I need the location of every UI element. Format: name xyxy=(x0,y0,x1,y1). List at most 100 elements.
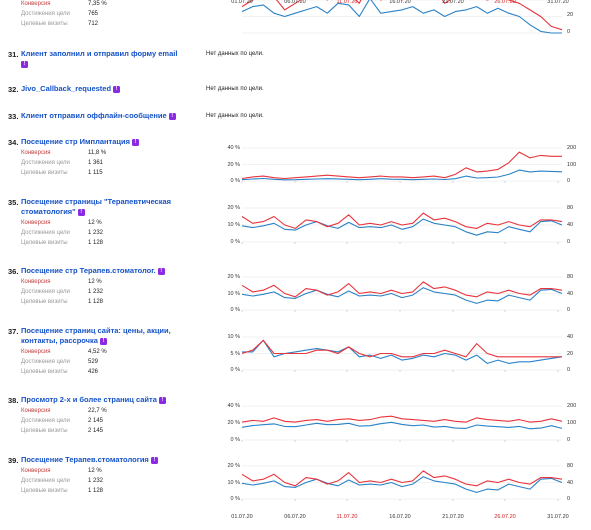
x-axis-tick-bottom: 21.07.20 xyxy=(442,514,464,520)
right-axis-tick: 100 xyxy=(567,420,577,426)
left-axis-tick: 20 % xyxy=(227,205,240,211)
goal-number: 37. xyxy=(8,327,19,336)
goal-title-link[interactable]: Посещение страницы "Терапевтическая стома… xyxy=(21,197,171,217)
conversion-series-line xyxy=(241,470,563,487)
x-axis-tick-bottom: 16.07.20 xyxy=(389,514,411,520)
metric-value-visits: 426 xyxy=(88,369,99,375)
metric-value-visits: 1 128 xyxy=(88,240,104,246)
metric-value-conversion: 12 % xyxy=(88,220,102,226)
metric-value-conversion: 12 % xyxy=(88,468,102,474)
right-axis-tick: 0 xyxy=(567,496,571,502)
conversion-series-line xyxy=(241,339,562,358)
left-axis-tick: 0 % xyxy=(230,239,240,245)
left-axis-tick: 40 % xyxy=(227,403,240,409)
goal-title-line: Посещение стр Терапев.стоматолог. xyxy=(21,266,156,275)
left-axis-tick: 0 % xyxy=(230,367,240,373)
right-axis-tick: 80 xyxy=(567,205,574,211)
left-axis-tick: 20 % xyxy=(227,420,240,426)
x-axis-tick-bottom: 31.07.20 xyxy=(547,514,569,520)
metric-value-visits: 1 128 xyxy=(88,488,104,494)
x-axis-tick-top: 16.07.20 xyxy=(389,0,411,5)
right-axis-tick: 20 xyxy=(567,12,574,18)
x-axis-tick-top: 11.07.20 xyxy=(336,0,358,5)
right-axis-tick: 0 xyxy=(567,437,571,443)
goal-title-line: Просмотр 2-х и более страниц сайта xyxy=(21,395,157,404)
right-axis-tick: 0 xyxy=(567,178,571,184)
visits-series-line xyxy=(241,287,563,304)
goal-title-link[interactable]: Jivo_Callback_requested ǃ xyxy=(21,84,121,94)
right-axis-tick: 0 xyxy=(567,307,571,313)
goal-type-icon: ǃ xyxy=(77,208,85,216)
conversion-series-line xyxy=(241,151,562,180)
right-axis-tick: 40 xyxy=(567,290,574,297)
goal-number: 35. xyxy=(8,198,19,207)
metric-value-reached: 1 361 xyxy=(88,160,104,166)
metric-label-visits: Целевые визиты xyxy=(21,299,68,305)
metric-value-conversion: 7,35 % xyxy=(88,1,107,7)
metric-label-visits: Целевые визиты xyxy=(21,170,68,176)
x-axis-tick-bottom: 06.07.20 xyxy=(284,514,306,520)
left-axis-tick: 20 % xyxy=(227,274,240,280)
goal-type-icon: ǃ xyxy=(113,85,121,93)
goal-title-link[interactable]: Клиент заполнил и отправил форму email ǃ xyxy=(21,49,177,69)
metric-label-visits: Целевые визиты xyxy=(21,428,68,434)
goal-type-icon: ǃ xyxy=(132,138,139,146)
goal-number: 32. xyxy=(8,85,19,94)
goal-title-line: Клиент отправил оффлайн-сообщение xyxy=(21,111,167,120)
goal-title-link[interactable]: Посещение страниц сайта: цены, акции, кон… xyxy=(21,326,171,346)
goal-title-link[interactable]: Просмотр 2-х и более страниц сайта ǃ xyxy=(21,395,166,405)
right-axis-tick: 100 xyxy=(567,161,577,168)
goal-title-line: Посещение стр Имплантация xyxy=(21,137,130,146)
visits-series-line xyxy=(241,421,563,430)
goal-type-icon: ǃ xyxy=(158,396,166,404)
metric-label-reached: Достижения цели xyxy=(21,160,70,166)
left-axis-tick: 20 % xyxy=(227,161,240,168)
right-axis-tick: 20 xyxy=(567,350,574,357)
metric-label-conversion: Конверсия xyxy=(21,279,51,285)
metric-label-conversion: Конверсия xyxy=(21,150,51,156)
metric-value-visits: 1 115 xyxy=(88,170,103,176)
metric-value-visits: 712 xyxy=(88,21,99,27)
goal-title-link[interactable]: Клиент отправил оффлайн-сообщение ǃ xyxy=(21,111,176,121)
visits-series-line xyxy=(241,218,563,236)
goal-title-link[interactable]: Посещение стр Имплантация ǃ xyxy=(21,137,139,147)
goal-title-link[interactable]: Посещение Терапев.стоматология ǃ xyxy=(21,455,158,465)
conversion-series-line xyxy=(241,415,563,423)
right-axis-tick: 200 xyxy=(567,403,577,409)
metric-value-reached: 1 232 xyxy=(88,478,104,484)
metric-label-visits: Целевые визиты xyxy=(21,21,68,27)
metric-label-conversion: Конверсия xyxy=(21,408,51,414)
left-axis-tick: 40 % xyxy=(227,145,240,151)
right-axis-tick: 40 xyxy=(567,334,574,340)
goal-number: 31. xyxy=(8,50,19,59)
goal-type-icon: ǃ xyxy=(157,267,165,275)
left-axis-tick: 0 % xyxy=(230,178,240,184)
metric-value-conversion: 22,7 % xyxy=(88,408,107,414)
metric-label-reached: Достижения цели xyxy=(21,230,70,236)
goal-title-line: Посещение страниц сайта: цены, акции, xyxy=(21,326,171,335)
goal-type-icon: ǃ xyxy=(150,456,158,464)
conversion-series-line xyxy=(241,281,563,298)
goal-title-link[interactable]: Посещение стр Терапев.стоматолог. ǃ xyxy=(21,266,165,276)
left-axis-tick: 5 % xyxy=(230,350,240,357)
metric-label-conversion: Конверсия xyxy=(21,468,51,474)
visits-series-line xyxy=(241,169,563,181)
right-axis-tick: 0 xyxy=(567,367,571,373)
metric-label-visits: Целевые визиты xyxy=(21,240,68,246)
metric-label-conversion: Конверсия xyxy=(21,220,51,226)
metric-label-conversion: Конверсия xyxy=(21,1,51,7)
metric-value-conversion: 11,8 % xyxy=(88,150,107,156)
goal-title-line: контакты, рассрочка xyxy=(21,336,98,345)
metric-label-reached: Достижения цели xyxy=(21,289,70,295)
no-data-message: Нет данных по цели. xyxy=(206,113,264,119)
goal-number: 39. xyxy=(8,456,19,465)
metric-label-reached: Достижения цели xyxy=(21,478,70,484)
left-axis-tick: 10 % xyxy=(227,479,240,486)
metric-label-conversion: Конверсия xyxy=(21,349,51,355)
metric-value-conversion: 4,52 % xyxy=(88,349,107,355)
goal-number: 34. xyxy=(8,138,19,147)
left-axis-tick: 0 % xyxy=(230,307,240,313)
right-axis-tick: 40 xyxy=(567,222,574,228)
metric-value-visits: 2 145 xyxy=(88,428,104,434)
visits-series-line xyxy=(241,476,563,493)
